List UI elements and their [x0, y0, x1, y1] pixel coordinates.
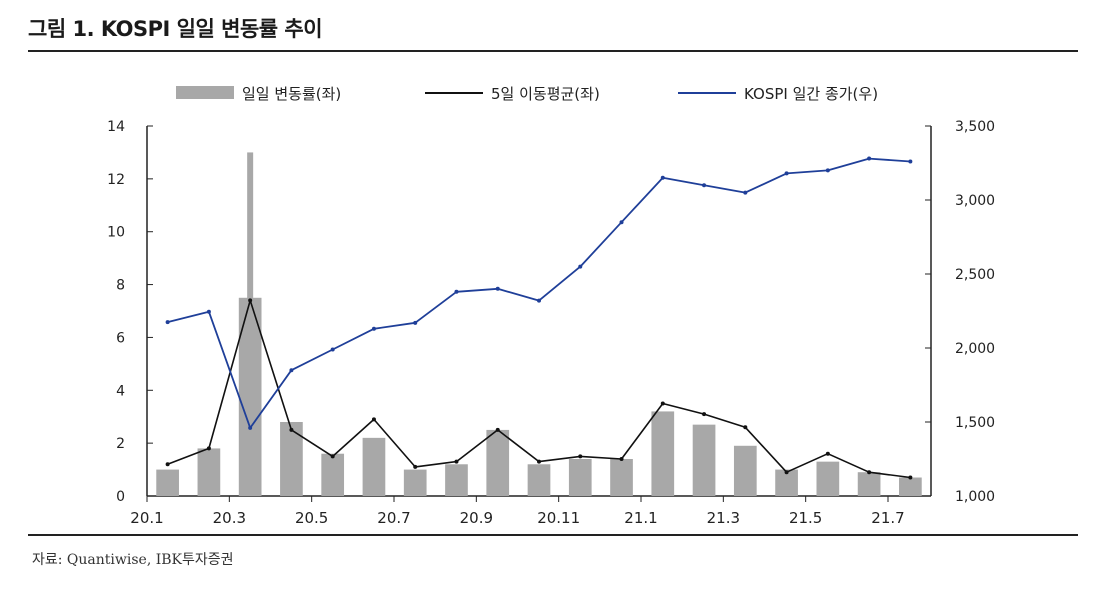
y-tick-label-left: 10: [107, 225, 125, 241]
y-tick-label-left: 8: [116, 278, 125, 294]
kospi-line-point: [702, 183, 707, 188]
x-tick-label: 21.1: [624, 509, 657, 527]
ma5-line-point: [330, 454, 335, 459]
legend-label: 일일 변동률(좌): [242, 85, 341, 103]
legend-swatch-bar: [176, 86, 234, 99]
y-tick-label-right: 3,000: [955, 193, 995, 209]
bar-daily-change: [816, 461, 840, 496]
ma5-line-point: [495, 427, 500, 432]
kospi-line-point: [413, 320, 418, 325]
kospi-line-point: [743, 190, 748, 195]
source-note: 자료: Quantiwise, IBK투자증권: [32, 552, 234, 568]
bar-daily-change: [280, 422, 303, 496]
ma5-line-point: [454, 459, 459, 464]
bar-daily-change: [568, 459, 592, 496]
x-tick-label: 21.7: [871, 509, 904, 527]
x-tick-label: 20.11: [537, 509, 580, 527]
ma5-line-point: [908, 475, 913, 480]
y-tick-label-right: 3,500: [955, 119, 995, 135]
ma5-line-point: [206, 446, 211, 451]
ma5-line-point: [578, 454, 583, 459]
bar-daily-change: [156, 469, 179, 496]
ma5-line-point: [702, 412, 707, 417]
y-tick-label-right: 1,500: [955, 415, 995, 431]
kospi-line-point: [784, 171, 789, 176]
bar-daily-change: [651, 411, 675, 496]
x-tick-label: 20.5: [295, 509, 328, 527]
bar-daily-change: [362, 437, 386, 496]
top-rule: [28, 50, 1078, 52]
ma5-line-point: [413, 464, 418, 469]
y-tick-label-right: 2,500: [955, 267, 995, 283]
y-tick-label-left: 6: [116, 330, 125, 346]
bar-daily-change: [486, 429, 510, 496]
x-tick-label: 20.7: [377, 509, 410, 527]
x-tick-label: 21.3: [707, 509, 740, 527]
kospi-line-point: [289, 368, 294, 373]
ma5-line-point: [371, 417, 376, 422]
ma5-line-point: [825, 451, 830, 456]
ma5-line-point: [660, 401, 665, 406]
kospi-line-point: [825, 168, 830, 173]
ma5-line-point: [784, 470, 789, 475]
bar-daily-change: [445, 464, 468, 496]
kospi-line-point: [248, 425, 253, 430]
kospi-line: [167, 157, 911, 429]
kospi-line-point: [537, 298, 541, 303]
bar-daily-change: [775, 469, 798, 496]
kospi-line-point: [578, 264, 583, 269]
plot-area: 0 2 4 6 8 10 12 14 1,000 1,500 2,000 2,500 3,000 3,50…: [107, 85, 995, 527]
bar-daily-change: [857, 472, 881, 496]
bar-daily-change: [403, 469, 427, 496]
kospi-line-point: [454, 289, 459, 294]
x-tick-label: 20.3: [213, 509, 246, 527]
ma5-line-point: [867, 470, 872, 475]
y-tick-label-right: 1,000: [955, 489, 995, 505]
legend-label: KOSPI 일간 종가(우): [744, 85, 878, 103]
y-tick-label-left: 12: [107, 172, 125, 188]
kospi-line-point: [165, 320, 170, 325]
ma5-line-point: [165, 462, 170, 467]
y-tick-label-right: 2,000: [955, 341, 995, 357]
bar-daily-change: [733, 445, 757, 496]
ma5-line-point: [537, 459, 541, 464]
kospi-line-point: [660, 175, 665, 180]
kospi-line-point: [867, 156, 872, 161]
kospi-line-point: [495, 286, 500, 291]
y-tick-label-left: 2: [116, 436, 125, 452]
kospi-line-point: [330, 347, 335, 352]
kospi-line-point: [371, 326, 376, 331]
y-tick-label-left: 14: [107, 119, 125, 135]
bar-daily-change: [692, 424, 716, 496]
ma5-line-point: [289, 427, 294, 432]
x-tick-label: 20.9: [460, 509, 493, 527]
kospi-line-point: [908, 159, 913, 164]
bar-daily-change: [197, 448, 221, 496]
legend-label: 5일 이동평균(좌): [491, 85, 600, 103]
kospi-line-point: [619, 220, 624, 225]
y-tick-label-left: 4: [116, 383, 125, 399]
bar-daily-change: [899, 477, 922, 496]
x-tick-label: 20.1: [130, 509, 163, 527]
bottom-rule: [28, 534, 1078, 536]
y-tick-label-left: 0: [116, 489, 125, 505]
ma5-line-point: [743, 425, 748, 430]
bar-daily-change: [610, 459, 633, 496]
bar-daily-change: [527, 464, 551, 496]
x-tick-label: 21.5: [789, 509, 822, 527]
ma5-line-point: [619, 457, 624, 461]
bar-daily-change: [321, 453, 345, 496]
ma5-line-point: [248, 298, 253, 303]
kospi-line-point: [206, 309, 211, 314]
bar-peak: [247, 152, 254, 496]
figure-title: 그림 1. KOSPI 일일 변동률 추이: [28, 17, 323, 41]
